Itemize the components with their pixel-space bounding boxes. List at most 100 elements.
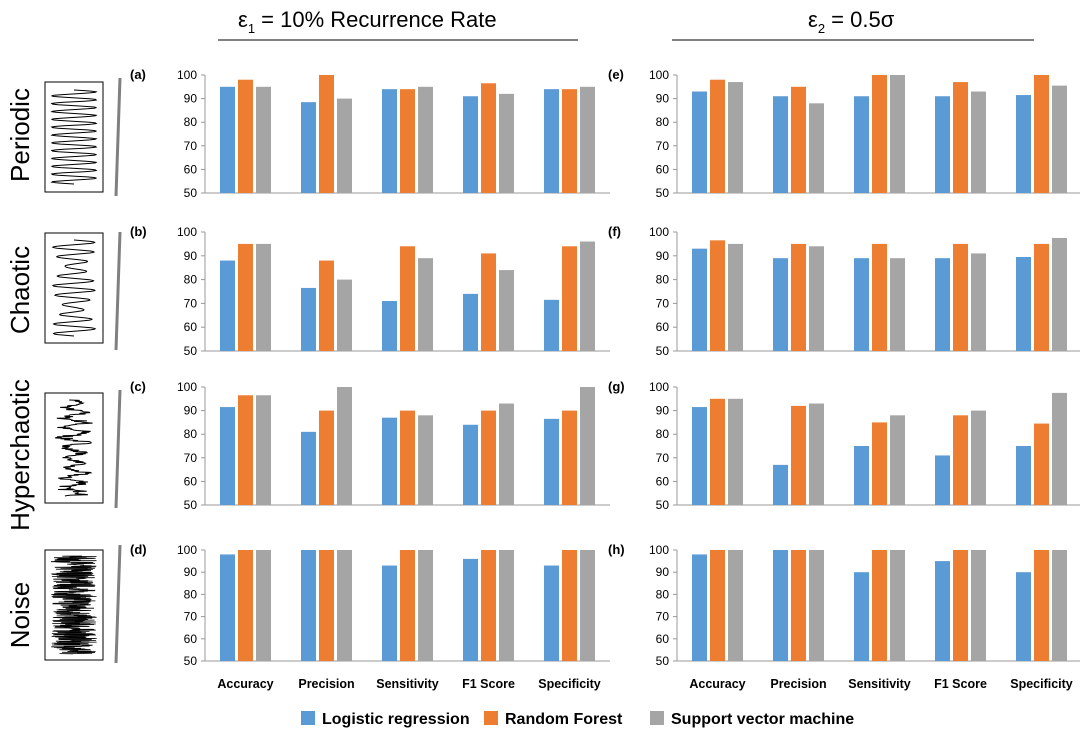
bar-support-vector-machine-specificity <box>580 86 595 193</box>
bar-support-vector-machine-f1-score <box>499 93 514 193</box>
legend-swatch-logistic-regression <box>301 711 315 725</box>
bar-logistic-regression-specificity <box>544 299 559 351</box>
y-tick-label: 80 <box>656 427 670 441</box>
y-tick-label: 60 <box>656 320 670 334</box>
separator-bar <box>114 231 122 351</box>
row-label-periodic: Periodic <box>5 88 35 182</box>
legend-swatch-support-vector-machine <box>650 711 664 725</box>
separator-bars <box>114 77 122 664</box>
bar-random-forest-precision <box>791 405 806 505</box>
periodic-signal-trace <box>50 89 98 185</box>
bar-support-vector-machine-specificity <box>1052 550 1067 661</box>
y-tick-label: 60 <box>184 632 198 646</box>
bar-support-vector-machine-sensitivity <box>890 415 905 505</box>
bar-logistic-regression-sensitivity <box>382 301 397 351</box>
bar-support-vector-machine-f1-score <box>971 253 986 351</box>
bar-logistic-regression-specificity <box>1016 572 1031 661</box>
y-tick-label: 60 <box>656 474 670 488</box>
bar-support-vector-machine-precision <box>809 246 824 351</box>
bar-support-vector-machine-accuracy <box>256 243 271 351</box>
bar-logistic-regression-specificity <box>544 418 559 505</box>
separator-bar <box>114 544 122 664</box>
noise-signal-trace <box>50 555 97 655</box>
y-tick-label: 90 <box>184 565 198 579</box>
bar-logistic-regression-f1-score <box>935 455 950 505</box>
bar-logistic-regression-sensitivity <box>382 565 397 661</box>
bar-random-forest-specificity <box>1034 75 1049 193</box>
y-tick-label: 70 <box>184 610 198 624</box>
y-tick-label: 100 <box>649 380 669 394</box>
y-tick-label: 90 <box>656 565 670 579</box>
bar-support-vector-machine-precision <box>337 550 352 661</box>
bar-logistic-regression-f1-score <box>935 96 950 193</box>
y-tick-label: 80 <box>656 587 670 601</box>
x-category-label: Precision <box>298 677 354 691</box>
y-tick-label: 70 <box>656 451 670 465</box>
bar-logistic-regression-specificity <box>1016 256 1031 351</box>
bar-chart-panel: (h) 50 60 70 80 90 100 Accuracy Precision Sensiti… <box>608 542 1080 691</box>
y-tick-label: 70 <box>184 296 198 310</box>
bar-logistic-regression-precision <box>301 102 316 193</box>
bar-support-vector-machine-accuracy <box>728 243 743 351</box>
bar-random-forest-sensitivity <box>400 89 415 193</box>
bar-random-forest-sensitivity <box>872 243 887 351</box>
bar-logistic-regression-f1-score <box>935 258 950 351</box>
legend-label-logistic-regression: Logistic regression <box>322 711 470 728</box>
panel-label: (e) <box>608 67 624 82</box>
bar-logistic-regression-precision <box>301 287 316 351</box>
y-tick-label: 80 <box>184 273 198 287</box>
bar-random-forest-specificity <box>562 246 577 351</box>
bar-logistic-regression-precision <box>773 550 788 661</box>
y-tick-label: 90 <box>656 249 670 263</box>
bar-support-vector-machine-accuracy <box>256 395 271 505</box>
bar-random-forest-precision <box>319 550 334 661</box>
bar-support-vector-machine-f1-score <box>499 270 514 351</box>
separator-bar <box>114 389 122 509</box>
bar-random-forest-accuracy <box>238 79 253 193</box>
bar-support-vector-machine-accuracy <box>728 82 743 193</box>
bar-random-forest-precision <box>791 243 806 351</box>
y-tick-label: 100 <box>177 225 197 239</box>
bar-support-vector-machine-specificity <box>580 241 595 351</box>
legend: Logistic regression Random Forest Suppor… <box>301 711 854 728</box>
bar-random-forest-accuracy <box>710 79 725 193</box>
bar-logistic-regression-f1-score <box>935 561 950 661</box>
bar-random-forest-accuracy <box>710 550 725 661</box>
bar-support-vector-machine-specificity <box>580 550 595 661</box>
bar-random-forest-f1-score <box>953 82 968 193</box>
bar-support-vector-machine-sensitivity <box>418 258 433 351</box>
bar-logistic-regression-f1-score <box>463 293 478 351</box>
panel-label: (h) <box>608 542 625 557</box>
bar-logistic-regression-specificity <box>544 89 559 193</box>
bar-chart-panel: (c) 50 60 70 80 90 100 <box>130 379 610 512</box>
bar-support-vector-machine-precision <box>337 98 352 193</box>
y-tick-label: 80 <box>184 115 198 129</box>
bar-support-vector-machine-specificity <box>1052 85 1067 193</box>
bar-logistic-regression-precision <box>301 431 316 505</box>
bar-chart-panel: (g) 50 60 70 80 90 100 <box>608 379 1080 512</box>
x-category-label: Specificity <box>1010 677 1073 691</box>
y-tick-label: 60 <box>656 162 670 176</box>
bar-logistic-regression-specificity <box>1016 95 1031 193</box>
panel-label: (g) <box>608 379 625 394</box>
bar-random-forest-sensitivity <box>872 550 887 661</box>
bar-logistic-regression-f1-score <box>463 96 478 193</box>
bar-logistic-regression-accuracy <box>220 407 235 505</box>
y-tick-label: 90 <box>184 404 198 418</box>
bar-support-vector-machine-f1-score <box>499 403 514 505</box>
x-category-label: Sensitivity <box>848 677 911 691</box>
bar-chart-panel: (e) 50 60 70 80 90 100 <box>608 67 1080 200</box>
panel-label: (d) <box>130 542 147 557</box>
x-category-label: Precision <box>770 677 826 691</box>
panel-label: (a) <box>130 67 146 82</box>
bar-logistic-regression-sensitivity <box>382 417 397 505</box>
y-tick-label: 70 <box>656 296 670 310</box>
bar-support-vector-machine-precision <box>809 103 824 193</box>
column-title-left: ε1 = 10% Recurrence Rate <box>238 7 497 36</box>
y-tick-label: 70 <box>656 610 670 624</box>
y-tick-label: 90 <box>656 92 670 106</box>
bar-random-forest-precision <box>319 75 334 193</box>
y-tick-label: 90 <box>184 92 198 106</box>
bar-logistic-regression-accuracy <box>692 91 707 193</box>
y-tick-label: 80 <box>184 587 198 601</box>
